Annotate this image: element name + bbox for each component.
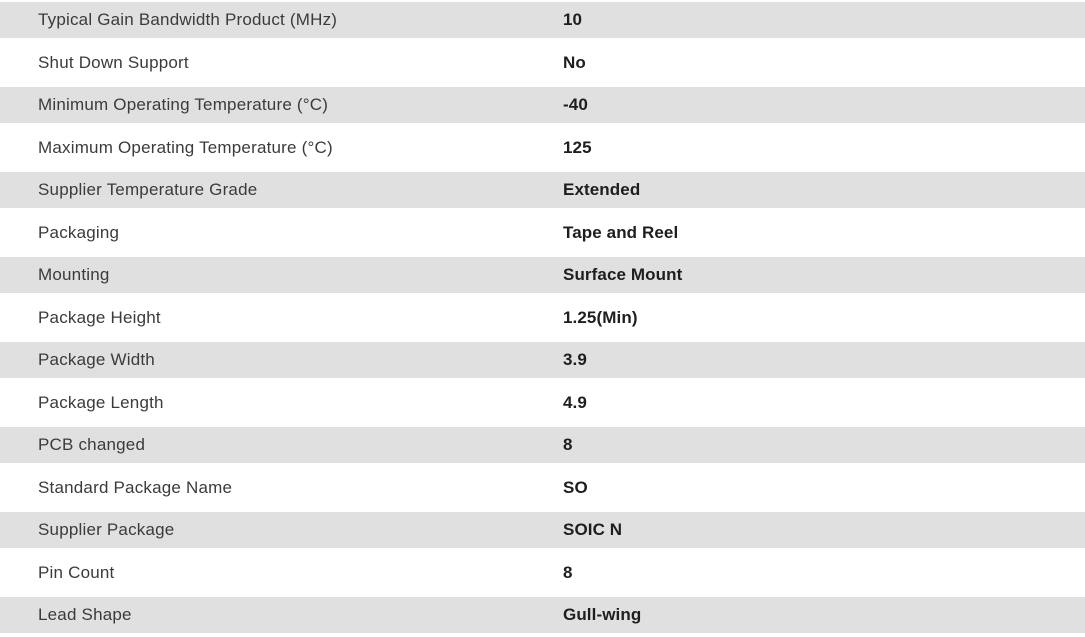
spec-value: 8: [563, 562, 573, 582]
spec-label: Maximum Operating Temperature (°C): [38, 137, 333, 157]
spec-row: Typical Gain Bandwidth Product (MHz) 10: [0, 2, 1085, 38]
spec-row: Packaging Tape and Reel: [0, 214, 1085, 251]
spec-label: Supplier Package: [38, 520, 175, 539]
spec-row: Pin Count 8: [0, 554, 1085, 591]
spec-value: 1.25(Min): [563, 307, 638, 327]
spec-label: Lead Shape: [38, 605, 132, 624]
spec-row: Supplier Temperature Grade Extended: [0, 172, 1085, 208]
spec-value: No: [563, 52, 586, 72]
spec-value: Tape and Reel: [563, 222, 679, 242]
spec-label: Typical Gain Bandwidth Product (MHz): [38, 10, 338, 29]
spec-value: SOIC N: [563, 520, 623, 539]
spec-label: Mounting: [38, 265, 110, 284]
spec-row: Shut Down Support No: [0, 44, 1085, 81]
spec-value: 4.9: [563, 392, 587, 412]
spec-label: Package Height: [38, 307, 161, 327]
spec-label: Packaging: [38, 222, 120, 242]
spec-value: 8: [563, 435, 573, 454]
spec-label: Minimum Operating Temperature (°C): [38, 95, 329, 114]
spec-value: -40: [563, 95, 588, 114]
spec-row: Minimum Operating Temperature (°C) -40: [0, 87, 1085, 123]
spec-row: Maximum Operating Temperature (°C) 125: [0, 129, 1085, 166]
spec-row: Package Height 1.25(Min): [0, 299, 1085, 336]
spec-row: Supplier Package SOIC N: [0, 512, 1085, 548]
spec-row: PCB changed 8: [0, 427, 1085, 463]
spec-row: Package Length 4.9: [0, 384, 1085, 421]
spec-value: 3.9: [563, 350, 587, 369]
spec-label: Standard Package Name: [38, 477, 233, 497]
spec-row: Package Width 3.9: [0, 342, 1085, 378]
spec-value: Extended: [563, 180, 641, 199]
spec-row: Standard Package Name SO: [0, 469, 1085, 506]
spec-label: Shut Down Support: [38, 52, 189, 72]
spec-value: Gull-wing: [563, 605, 642, 624]
spec-row: Mounting Surface Mount: [0, 257, 1085, 293]
spec-value: Surface Mount: [563, 265, 683, 284]
spec-value: SO: [563, 477, 588, 497]
spec-label: Package Width: [38, 350, 155, 369]
spec-label: Package Length: [38, 392, 164, 412]
spec-value: 10: [563, 10, 583, 29]
spec-label: Supplier Temperature Grade: [38, 180, 258, 199]
spec-value: 125: [563, 137, 592, 157]
spec-row: Lead Shape Gull-wing: [0, 597, 1085, 633]
spec-label: PCB changed: [38, 435, 146, 454]
spec-label: Pin Count: [38, 562, 115, 582]
